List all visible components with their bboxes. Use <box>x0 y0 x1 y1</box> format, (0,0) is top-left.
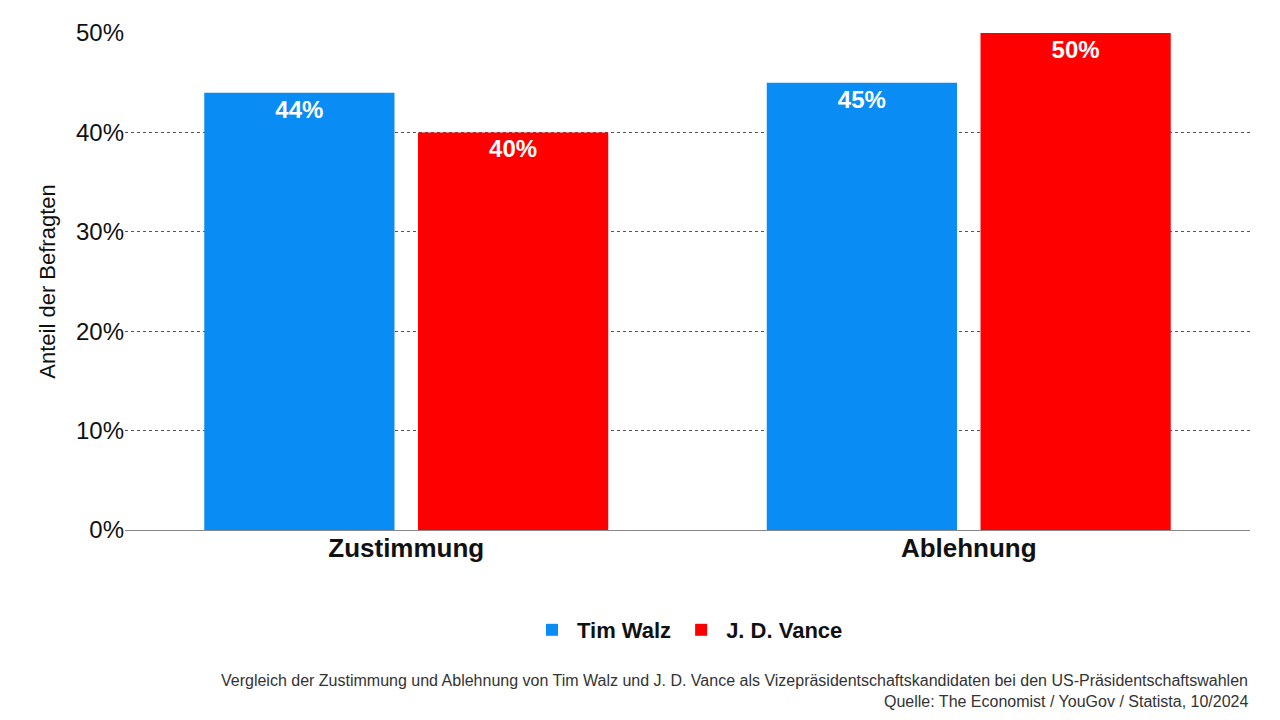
svg-text:20%: 20% <box>76 318 124 345</box>
svg-text:Vergleich der Zustimmung und A: Vergleich der Zustimmung und Ablehnung v… <box>221 672 1248 689</box>
svg-text:Zustimmung: Zustimmung <box>328 533 484 563</box>
svg-text:Anteil der Befragten: Anteil der Befragten <box>35 184 60 378</box>
svg-text:Tim Walz: Tim Walz <box>577 618 671 643</box>
svg-text:0%: 0% <box>89 516 124 543</box>
svg-text:50%: 50% <box>1052 36 1100 63</box>
svg-text:50%: 50% <box>76 19 124 46</box>
svg-text:45%: 45% <box>838 86 886 113</box>
svg-text:30%: 30% <box>76 218 124 245</box>
svg-text:Ablehnung: Ablehnung <box>901 533 1037 563</box>
svg-text:10%: 10% <box>76 417 124 444</box>
svg-text:J. D. Vance: J. D. Vance <box>726 618 842 643</box>
svg-text:44%: 44% <box>275 96 323 123</box>
svg-text:40%: 40% <box>489 135 537 162</box>
svg-text:40%: 40% <box>76 119 124 146</box>
svg-text:Quelle: The Economist / YouGov: Quelle: The Economist / YouGov / Statist… <box>884 693 1248 710</box>
